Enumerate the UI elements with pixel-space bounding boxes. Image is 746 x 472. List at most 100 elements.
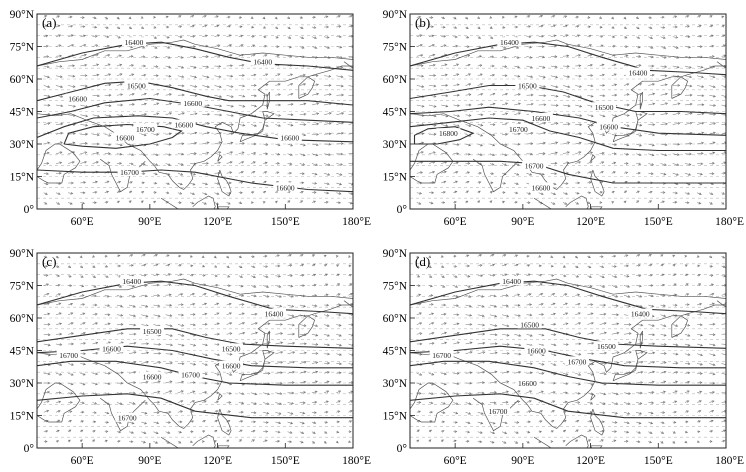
wind-vector [299, 46, 305, 49]
wind-vector-head [292, 323, 295, 327]
wind-vector-head [712, 322, 716, 326]
wind-vector-head [190, 440, 194, 444]
wind-vector [68, 392, 73, 394]
wind-vector-head [338, 390, 342, 393]
wind-vector-head [267, 361, 271, 365]
wind-vector [177, 400, 183, 403]
wind-vector-head [613, 63, 617, 67]
wind-vector-head [108, 152, 111, 156]
wind-vector-head [327, 46, 331, 49]
wind-vector [684, 103, 693, 106]
wind-vector-head [153, 200, 157, 204]
wind-vector-head [479, 431, 483, 434]
wind-vector-head [637, 254, 641, 257]
wind-vector [660, 333, 667, 336]
wind-vector-head [712, 372, 716, 376]
wind-vector-head [289, 440, 293, 444]
wind-vector-head [193, 65, 197, 69]
wind-vector [709, 343, 716, 346]
wind-vector-head [229, 373, 233, 376]
wind-vector-head [675, 25, 678, 29]
wind-vector-head [351, 372, 353, 375]
wind-vector [263, 143, 268, 146]
wind-vector [324, 182, 330, 185]
wind-vector [104, 73, 111, 77]
wind-vector [587, 85, 593, 87]
wind-vector [550, 65, 558, 68]
wind-vector [324, 112, 332, 116]
wind-vector-head [315, 361, 319, 365]
wind-vector [177, 192, 182, 195]
wind-vector [672, 46, 679, 49]
wind-vector-head [602, 420, 605, 424]
wind-vector-head [418, 401, 422, 404]
wind-vector-head [627, 295, 631, 298]
wind-vector-head [663, 163, 667, 167]
wind-vector-head [59, 75, 63, 79]
wind-vector-head [300, 16, 304, 19]
wind-vector [636, 36, 640, 39]
wind-vector [623, 124, 630, 127]
wind-vector-head [539, 420, 543, 423]
wind-vector-head [689, 102, 693, 106]
wind-vector [575, 85, 582, 88]
wind-vector-head [240, 191, 243, 195]
wind-vector-head [489, 200, 493, 204]
wind-vector-head [107, 382, 111, 386]
wind-vector-head [429, 284, 433, 288]
wind-vector-head [603, 322, 607, 325]
wind-vector-head [639, 412, 643, 415]
wind-vector [336, 400, 341, 403]
lon-tick-label: 120°E [576, 455, 605, 467]
wind-vector-head [59, 141, 63, 145]
wind-vector-head [133, 332, 137, 336]
wind-vector [336, 122, 344, 125]
wind-vector [501, 254, 506, 257]
wind-vector-head [290, 123, 294, 127]
wind-vector-head [712, 343, 716, 347]
wind-vector-head [441, 430, 445, 433]
wind-vector-head [350, 201, 353, 205]
wind-vector [202, 65, 209, 68]
wind-vector-head [265, 124, 269, 127]
wind-vector [287, 411, 294, 415]
wind-vector [165, 55, 171, 59]
wind-vector [697, 202, 701, 204]
wind-vector-head [430, 392, 434, 395]
wind-vector-head [650, 36, 654, 40]
wind-vector-head [230, 85, 234, 88]
wind-vector-head [514, 200, 518, 204]
wind-vector-head [506, 370, 510, 374]
wind-vector-head [623, 16, 627, 20]
wind-vector [311, 172, 318, 175]
wind-vector-head [181, 343, 185, 347]
wind-vector-head [301, 421, 305, 425]
wind-vector-head [277, 73, 281, 76]
wind-vector [538, 283, 543, 286]
wind-vector [80, 303, 85, 306]
wind-vector-head [216, 202, 219, 205]
wind-vector-head [202, 274, 206, 277]
wind-vector [92, 372, 98, 375]
lat-tick-label: 0° [24, 204, 35, 216]
wind-vector-head [555, 122, 559, 125]
wind-vector-head [710, 34, 714, 38]
wind-vector-head [325, 410, 329, 414]
wind-vector [696, 283, 701, 286]
wind-vector [165, 182, 170, 185]
wind-vector-head [489, 16, 493, 19]
wind-vector-head [327, 361, 331, 365]
wind-vector-head [651, 401, 655, 405]
wind-vector [502, 304, 509, 307]
wind-vector [336, 75, 344, 78]
wind-vector-head [81, 401, 85, 405]
wind-vector-head [228, 191, 232, 195]
wind-vector-head [420, 171, 424, 174]
wind-vector [214, 44, 220, 47]
wind-vector-head [106, 180, 110, 184]
wind-vector-head [575, 265, 579, 269]
wind-vector [477, 264, 483, 267]
wind-vector-head [650, 46, 654, 49]
wind-vector-head [252, 265, 256, 269]
wind-vector-head [107, 313, 111, 317]
